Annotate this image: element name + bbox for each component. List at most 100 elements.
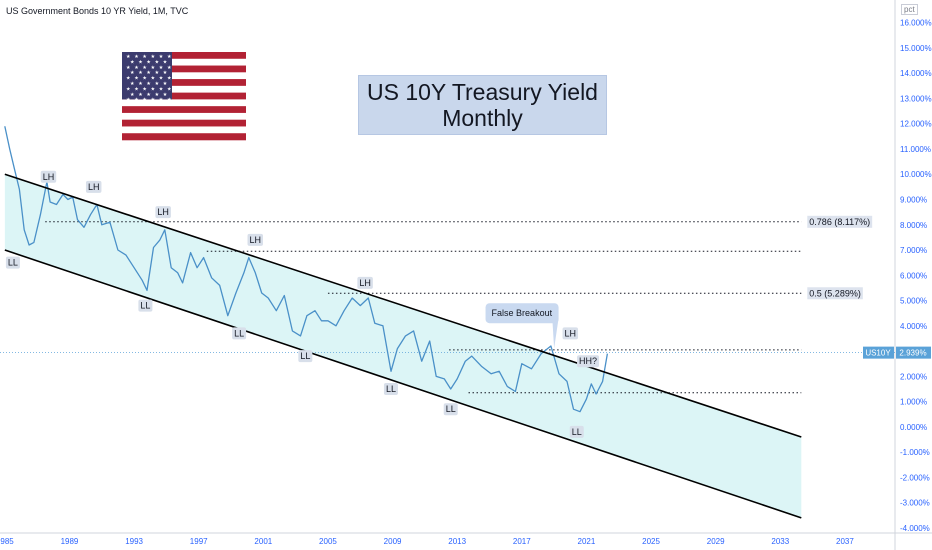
flag-star-icon: ★ (159, 76, 164, 82)
x-tick-label: 2033 (771, 537, 789, 546)
pivot-label-bg (357, 276, 373, 289)
flag-star-icon: ★ (126, 97, 131, 103)
y-tick-label: 12.000% (900, 120, 932, 129)
x-tick-label: 2013 (448, 537, 466, 546)
y-tick-label: -4.000% (900, 524, 930, 533)
callout-bubble (485, 303, 559, 324)
flag-stripe (122, 133, 246, 141)
symbol-header: US Government Bonds 10 YR Yield, 1M, TVC (6, 6, 189, 16)
flag-stripe (122, 65, 246, 73)
pivot-label: LH (565, 328, 577, 338)
x-tick-label: 1993 (125, 537, 143, 546)
y-tick-label: 8.000% (900, 221, 927, 230)
flag-star-icon: ★ (138, 70, 143, 76)
pivot-label: LL (140, 301, 150, 311)
y-tick-label: 6.000% (900, 271, 927, 280)
flag-star-icon: ★ (146, 81, 151, 87)
channel-lower-line (4, 249, 802, 519)
callout-pointer (552, 318, 559, 349)
flag-star-icon: ★ (138, 59, 143, 65)
flag-stripe (122, 112, 246, 120)
y-tick-label: 11.000% (900, 145, 931, 154)
y-tick-label: 9.000% (900, 195, 927, 204)
flag-star-icon: ★ (142, 65, 147, 71)
flag-stripe (122, 85, 246, 93)
symbol-tag: US10Y (865, 349, 891, 358)
flag-star-icon: ★ (155, 81, 160, 87)
level-label: 0.5 (5.289%) (809, 288, 861, 298)
pivot-label: LH (157, 207, 169, 217)
pivot-label-bg (569, 425, 584, 438)
pivot-label: HH? (579, 356, 597, 366)
pivot-label: LL (386, 384, 396, 394)
flag-star-icon: ★ (134, 86, 139, 92)
pivot-label: LL (572, 427, 582, 437)
y-tick-label: 7.000% (900, 246, 927, 255)
last-value-tag-bg (896, 346, 931, 359)
x-tick-label: 2021 (578, 537, 596, 546)
y-tick-label: 10.000% (900, 170, 932, 179)
scale-toggle-button[interactable]: pct (901, 4, 918, 15)
flag-star-icon: ★ (155, 92, 160, 98)
flag-star-icon: ★ (167, 76, 172, 82)
flag-star-icon: ★ (126, 76, 131, 82)
flag-star-icon: ★ (151, 54, 156, 60)
channel-upper-line (4, 173, 802, 438)
y-tick-label: 2.000% (900, 372, 927, 381)
pivot-label-bg (138, 299, 153, 312)
flag-star-icon: ★ (130, 92, 135, 98)
flag-star-icon: ★ (146, 92, 151, 98)
flag-stripe (122, 126, 246, 134)
x-tick-label: 2029 (707, 537, 725, 546)
x-tick-label: 2025 (642, 537, 660, 546)
x-tick-label: 1997 (190, 537, 208, 546)
flag-stripe (122, 99, 246, 107)
pivot-label-bg (383, 382, 398, 395)
flag-star-icon: ★ (134, 65, 139, 71)
pivot-label-bg (443, 403, 458, 416)
level-label: 0.786 (8.117%) (809, 217, 870, 227)
flag-star-icon: ★ (142, 76, 147, 82)
flag-star-icon: ★ (130, 70, 135, 76)
series-line (4, 126, 609, 413)
flag-star-icon: ★ (151, 86, 156, 92)
flag-star-icon: ★ (159, 86, 164, 92)
x-tick-label: 2009 (384, 537, 402, 546)
pivot-label: LH (359, 278, 371, 288)
pivot-label-bg (232, 327, 247, 340)
pivot-label: LL (8, 258, 18, 268)
y-tick-label: 14.000% (900, 69, 932, 78)
pivot-label-bg (40, 170, 57, 183)
flag-canton (122, 52, 172, 100)
flag-star-icon: ★ (159, 97, 164, 103)
flag-stripe (122, 92, 246, 100)
pivot-label: LH (88, 182, 100, 192)
flag-star-icon: ★ (151, 97, 156, 103)
level-label-bg (807, 215, 873, 228)
flag-star-icon: ★ (163, 59, 168, 65)
pivot-label-bg (5, 256, 20, 269)
flag-star-icon: ★ (159, 65, 164, 71)
flag-star-icon: ★ (134, 76, 139, 82)
chart-title-line1: US 10Y Treasury Yield (367, 79, 598, 105)
chart-title-line2: Monthly (442, 105, 523, 131)
flag-star-icon: ★ (163, 92, 168, 98)
y-tick-label: -3.000% (900, 499, 930, 508)
flag-star-icon: ★ (151, 76, 156, 82)
flag-stripe (122, 52, 246, 60)
symbol-tag-bg (863, 346, 894, 359)
y-tick-label: -2.000% (900, 473, 930, 482)
flag-star-icon: ★ (167, 97, 172, 103)
pivot-label-bg (562, 327, 579, 340)
y-tick-label: 1.000% (900, 398, 927, 407)
pivot-label-bg (298, 350, 313, 363)
flag-star-icon: ★ (146, 70, 151, 76)
flag-stripe (122, 119, 246, 127)
x-tick-label: 2001 (254, 537, 272, 546)
pivot-label: LH (43, 172, 55, 182)
x-tick-label: 2005 (319, 537, 337, 546)
flag-star-icon: ★ (126, 65, 131, 71)
y-tick-label: 0.000% (900, 423, 927, 432)
pivot-label: LH (249, 235, 261, 245)
